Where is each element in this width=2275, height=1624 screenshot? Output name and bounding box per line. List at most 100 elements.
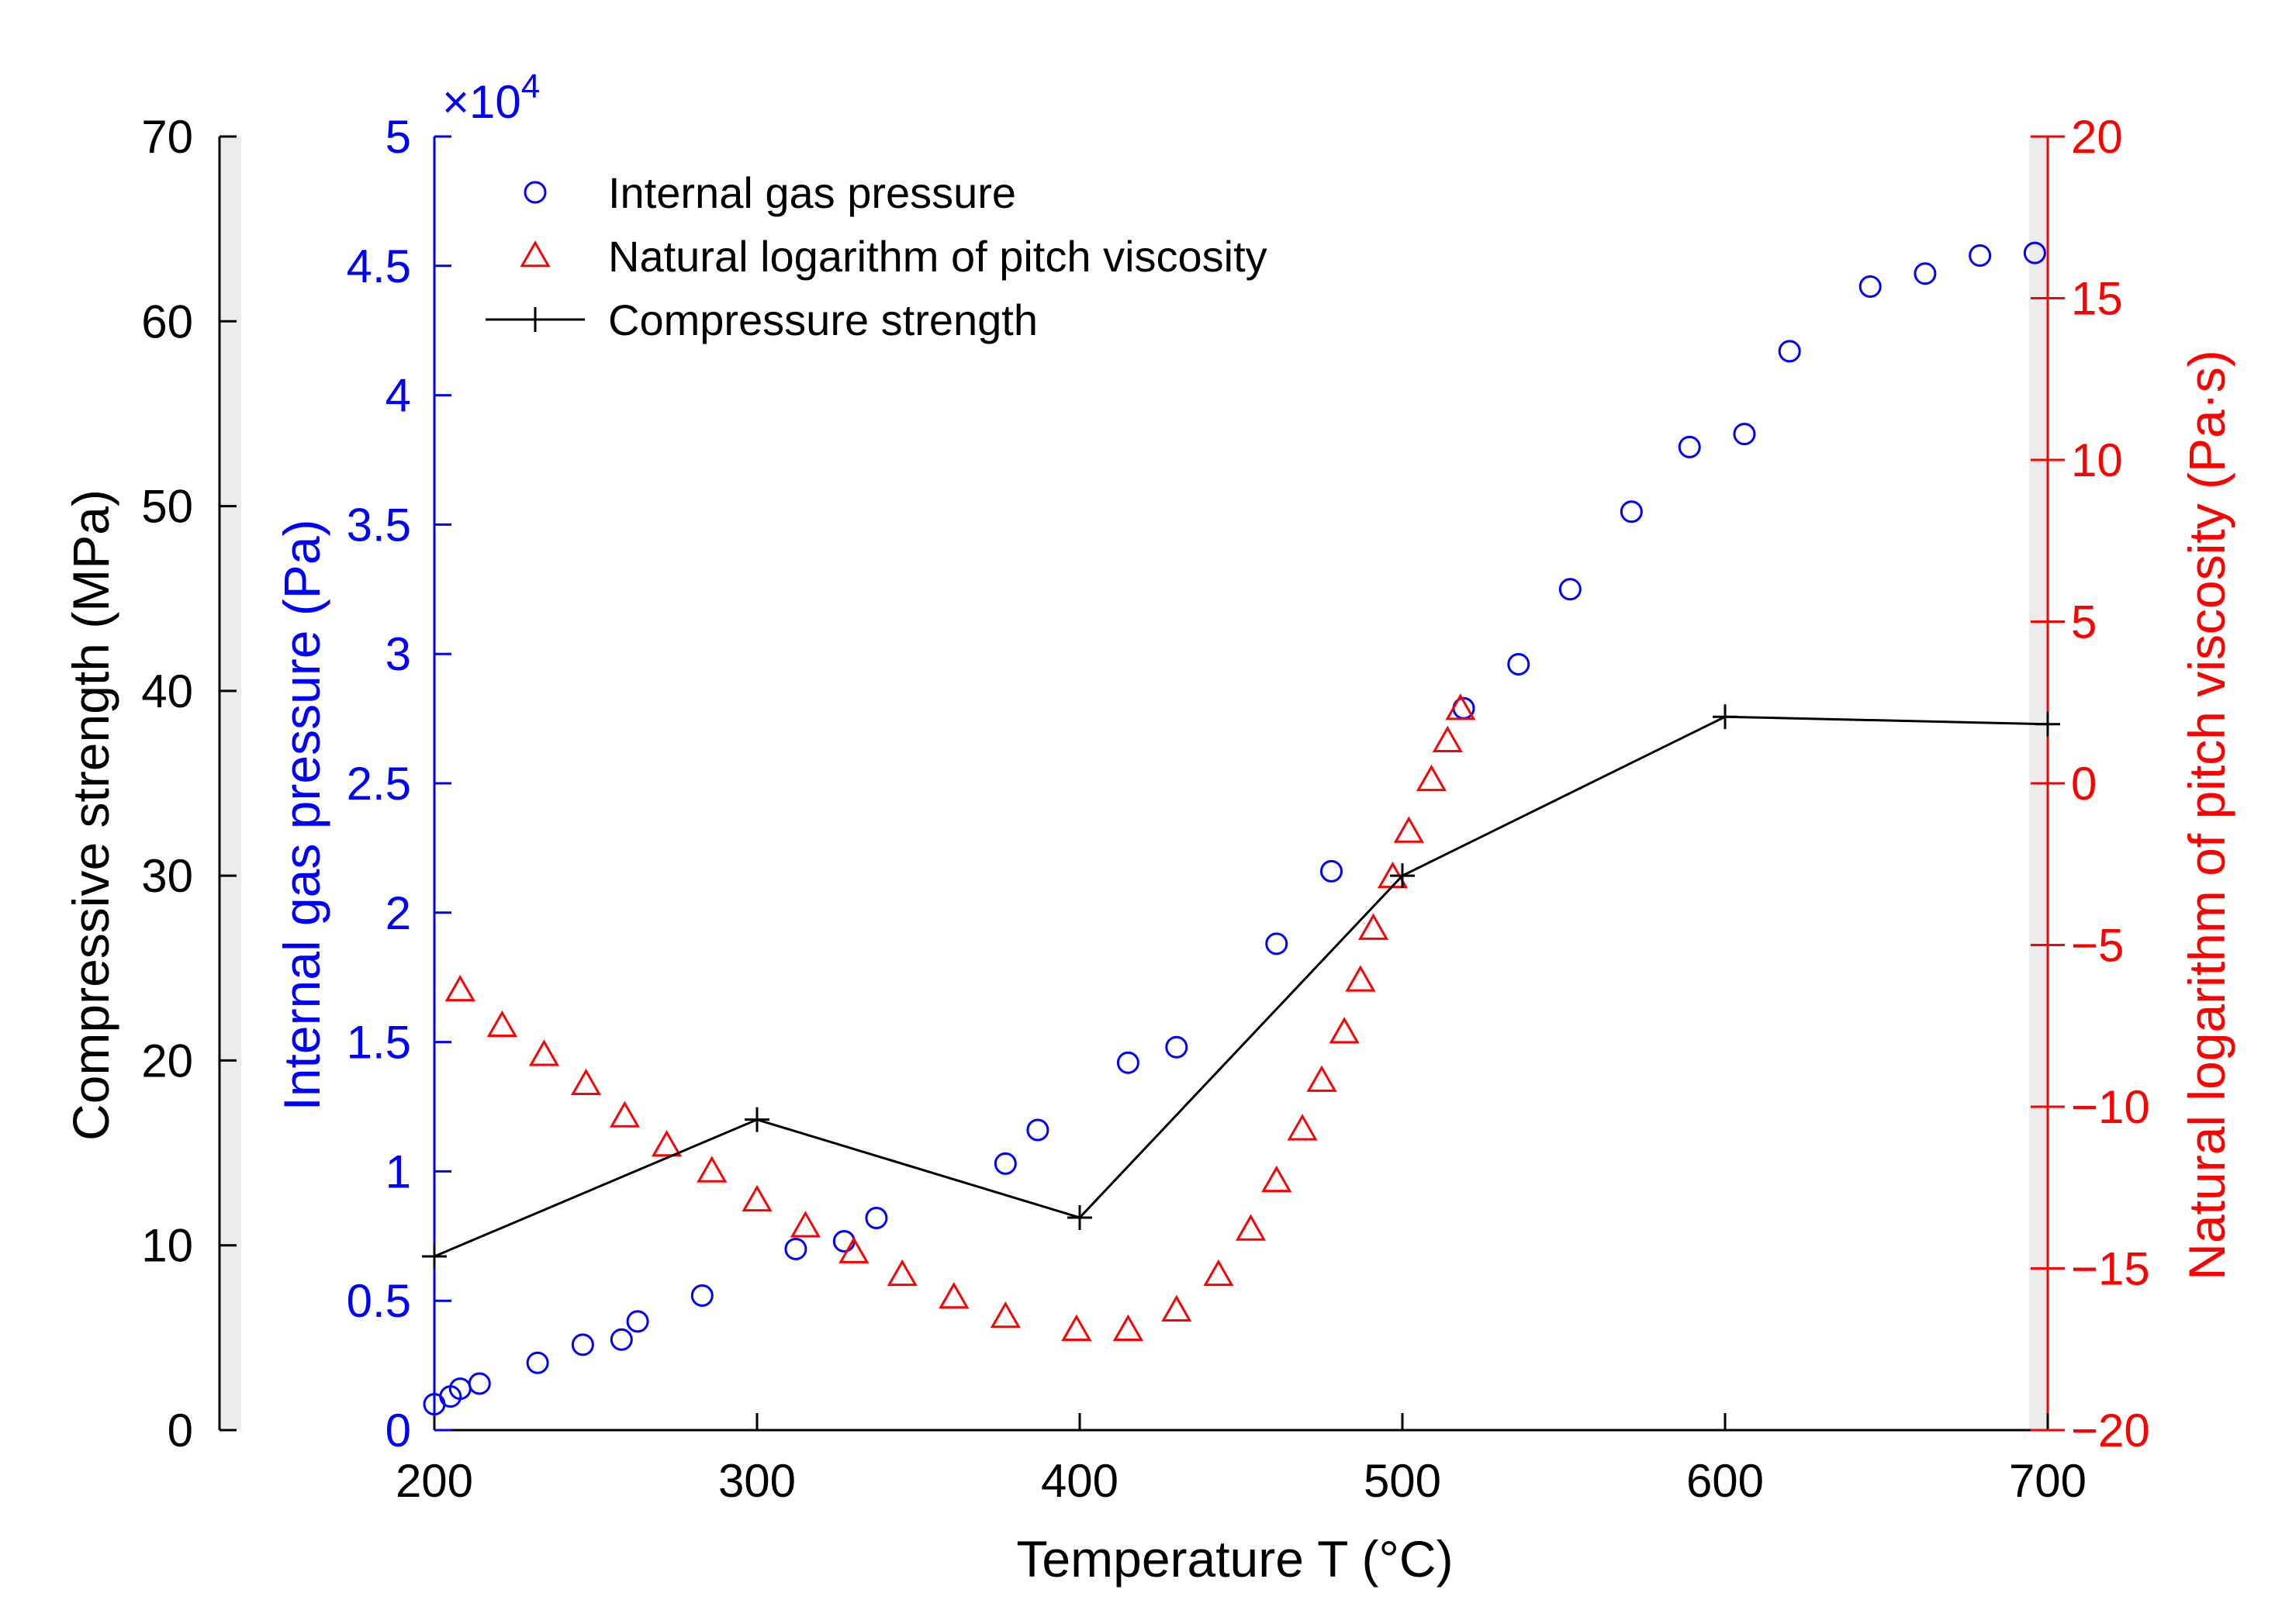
- series-viscosity: [444, 693, 1476, 1341]
- pressure-tick-label: 3.5: [347, 499, 411, 551]
- pressure-tick-label: 2: [386, 887, 411, 939]
- pressure-tick-label: 4.5: [347, 240, 411, 292]
- viscosity-tick-label: 15: [2071, 273, 2123, 325]
- viscosity-tick-label: 10: [2071, 434, 2123, 486]
- legend-marker: [524, 181, 547, 204]
- legend-item: Compressure strength: [486, 295, 1038, 344]
- data-point: [1061, 1314, 1092, 1341]
- data-point: [1620, 500, 1643, 523]
- data-point: [1287, 1114, 1318, 1141]
- pressure-tick-label: 2.5: [347, 758, 411, 810]
- series-line: [434, 715, 2049, 1258]
- x-tick-label: 400: [1041, 1455, 1118, 1507]
- data-point: [610, 1328, 633, 1351]
- data-point: [422, 1244, 447, 1270]
- legend-label: Compressure strength: [608, 295, 1038, 344]
- compressive-tick-label: 0: [168, 1405, 193, 1456]
- data-point: [2023, 241, 2046, 264]
- data-point: [1445, 693, 1476, 720]
- data-point: [486, 1010, 517, 1037]
- data-point: [1393, 816, 1424, 843]
- data-point: [1161, 1294, 1192, 1322]
- data-point: [1306, 1065, 1337, 1092]
- x-tick-label: 500: [1364, 1455, 1441, 1507]
- legend-marker: [523, 307, 548, 332]
- data-point: [2035, 711, 2060, 737]
- data-point: [626, 1310, 649, 1333]
- data-point: [990, 1301, 1021, 1329]
- data-point: [784, 1237, 807, 1260]
- compressive-tick-label: 20: [141, 1035, 193, 1087]
- data-point: [1416, 764, 1447, 792]
- data-point: [1678, 435, 1701, 458]
- viscosity-tick-label: 5: [2071, 596, 2097, 648]
- data-point: [838, 1236, 870, 1263]
- data-point: [1969, 244, 1992, 267]
- axes: [218, 136, 2049, 1432]
- data-point: [1067, 1204, 1092, 1230]
- data-point: [444, 974, 475, 1002]
- viscosity-tick-label: 20: [2071, 111, 2123, 163]
- data-point: [994, 1152, 1017, 1175]
- data-point: [1265, 932, 1288, 955]
- data-point: [1432, 725, 1463, 753]
- data-point: [571, 1333, 594, 1356]
- tick-labels: 200 300 400 500 600 70001020304050607000.511.…: [141, 111, 2150, 1507]
- data-point: [1026, 1118, 1049, 1142]
- data-point: [1165, 1035, 1188, 1059]
- data-point: [790, 1211, 821, 1238]
- pressure-tick-label: 5: [386, 111, 411, 163]
- compressive-tick-label: 30: [141, 850, 193, 902]
- pressure-multiplier-label: ×104: [442, 67, 540, 128]
- compressive-tick-label: 40: [141, 665, 193, 717]
- multiplier-base: ×10: [442, 76, 521, 128]
- data-point: [1507, 653, 1530, 676]
- data-point: [1713, 704, 1737, 730]
- x-tick-label: 600: [1686, 1455, 1764, 1507]
- compressive-axis-title: Compressive strength (MPa): [62, 489, 119, 1141]
- compressive-tick-label: 50: [141, 481, 193, 533]
- data-point: [468, 1372, 491, 1395]
- data-point: [1203, 1259, 1234, 1287]
- data-point: [887, 1259, 918, 1287]
- series-marks: [422, 241, 2060, 1416]
- series-pressure: [423, 241, 2046, 1416]
- data-point: [1116, 1051, 1139, 1074]
- data-point: [1357, 913, 1389, 940]
- pressure-tick-label: 4: [386, 370, 411, 422]
- data-point: [742, 1184, 773, 1212]
- legend-marker: [520, 240, 551, 268]
- compressive-axis-band: [220, 136, 241, 1430]
- multiplier-exponent: 4: [521, 67, 540, 105]
- data-point: [832, 1229, 856, 1253]
- legend: Internal gas pressure Natural logarithm o…: [486, 168, 1267, 344]
- compressive-tick-label: 60: [141, 295, 193, 347]
- data-point: [745, 1107, 769, 1132]
- viscosity-tick-label: −15: [2071, 1243, 2150, 1295]
- legend-item: Natural logarithm of pitch viscosity: [520, 232, 1267, 281]
- data-point: [570, 1068, 602, 1096]
- x-tick-label: 700: [2009, 1455, 2087, 1507]
- data-point: [697, 1156, 728, 1183]
- x-tick-label: 300: [718, 1455, 796, 1507]
- data-point: [1319, 859, 1343, 883]
- viscosity-tick-label: −10: [2071, 1081, 2150, 1133]
- compressive-tick-label: 70: [141, 111, 193, 163]
- pressure-axis-title: Internal gas pressure (Pa): [273, 519, 330, 1111]
- data-point: [1390, 863, 1415, 889]
- viscosity-tick-label: −5: [2071, 920, 2124, 972]
- pressure-tick-label: 3: [386, 628, 411, 680]
- pressure-tick-label: 0: [386, 1405, 411, 1456]
- data-point: [1329, 1017, 1360, 1044]
- legend-item: Internal gas pressure: [524, 168, 1016, 217]
- data-point: [1345, 965, 1376, 992]
- viscosity-axis-title: Natural logarithm of pitch viscosity (Pa…: [2178, 350, 2235, 1280]
- data-point: [609, 1101, 641, 1128]
- legend-label: Natural logarithm of pitch viscosity: [608, 232, 1267, 281]
- viscosity-tick-label: 0: [2071, 758, 2097, 810]
- data-point: [1914, 262, 1937, 285]
- compressive-tick-label: 10: [141, 1220, 193, 1272]
- data-point: [1261, 1165, 1292, 1193]
- data-point: [1558, 578, 1582, 601]
